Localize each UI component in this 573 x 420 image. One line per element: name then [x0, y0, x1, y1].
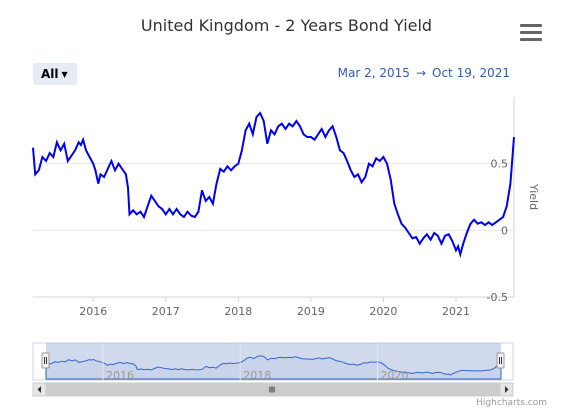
navigator-series [45, 355, 502, 380]
date-range-from[interactable]: Mar 2, 2015 [337, 66, 410, 80]
arrow-left-icon [37, 386, 41, 393]
arrow-right-icon [505, 386, 509, 393]
navigator-tick-label: 2018 [243, 369, 271, 382]
x-tick-label: 2016 [79, 305, 107, 318]
caret-down-icon: ▼ [61, 70, 68, 79]
x-tick-label: 2021 [442, 305, 470, 318]
credits-link[interactable]: Highcharts.com [476, 398, 547, 408]
x-axis-ticks: 2016 2017 2018 2019 2020 2021 [79, 297, 470, 318]
navigator-left-handle[interactable] [41, 352, 50, 369]
x-tick-label: 2017 [152, 305, 180, 318]
navigator-right-handle[interactable] [496, 352, 505, 369]
scroll-right-button[interactable] [499, 382, 514, 397]
series-line [32, 111, 515, 259]
y-axis-ticks: 0.5 0 -0.5 [487, 158, 508, 304]
grid-lines [33, 163, 514, 298]
scrollbar[interactable] [32, 382, 514, 397]
y-tick-label: -0.5 [487, 291, 508, 304]
scroll-left-button[interactable] [32, 382, 47, 397]
chart-title: United Kingdom - 2 Years Bond Yield [140, 16, 433, 35]
navigator-selection[interactable] [46, 343, 501, 380]
hamburger-menu-icon[interactable] [520, 24, 542, 42]
x-tick-label: 2020 [369, 305, 397, 318]
date-range-arrow: → [415, 66, 426, 80]
date-range-to[interactable]: Oct 19, 2021 [432, 66, 510, 80]
y-tick-label: 0.5 [491, 158, 509, 171]
y-tick-label: 0 [501, 224, 508, 237]
range-selector-label: All [41, 67, 59, 81]
range-selector-dropdown[interactable]: All ▼ [33, 63, 77, 85]
date-range-display: Mar 2, 2015 → Oct 19, 2021 [338, 66, 510, 80]
navigator-tick-label: 2020 [380, 369, 408, 382]
x-tick-label: 2019 [297, 305, 325, 318]
navigator-ticks: 2016 2018 2020 [102, 343, 408, 382]
navigator[interactable]: 2016 2018 2020 [32, 342, 514, 382]
y-axis-title: Yield [527, 183, 540, 210]
navigator-tick-label: 2016 [106, 369, 134, 382]
x-tick-label: 2018 [224, 305, 252, 318]
